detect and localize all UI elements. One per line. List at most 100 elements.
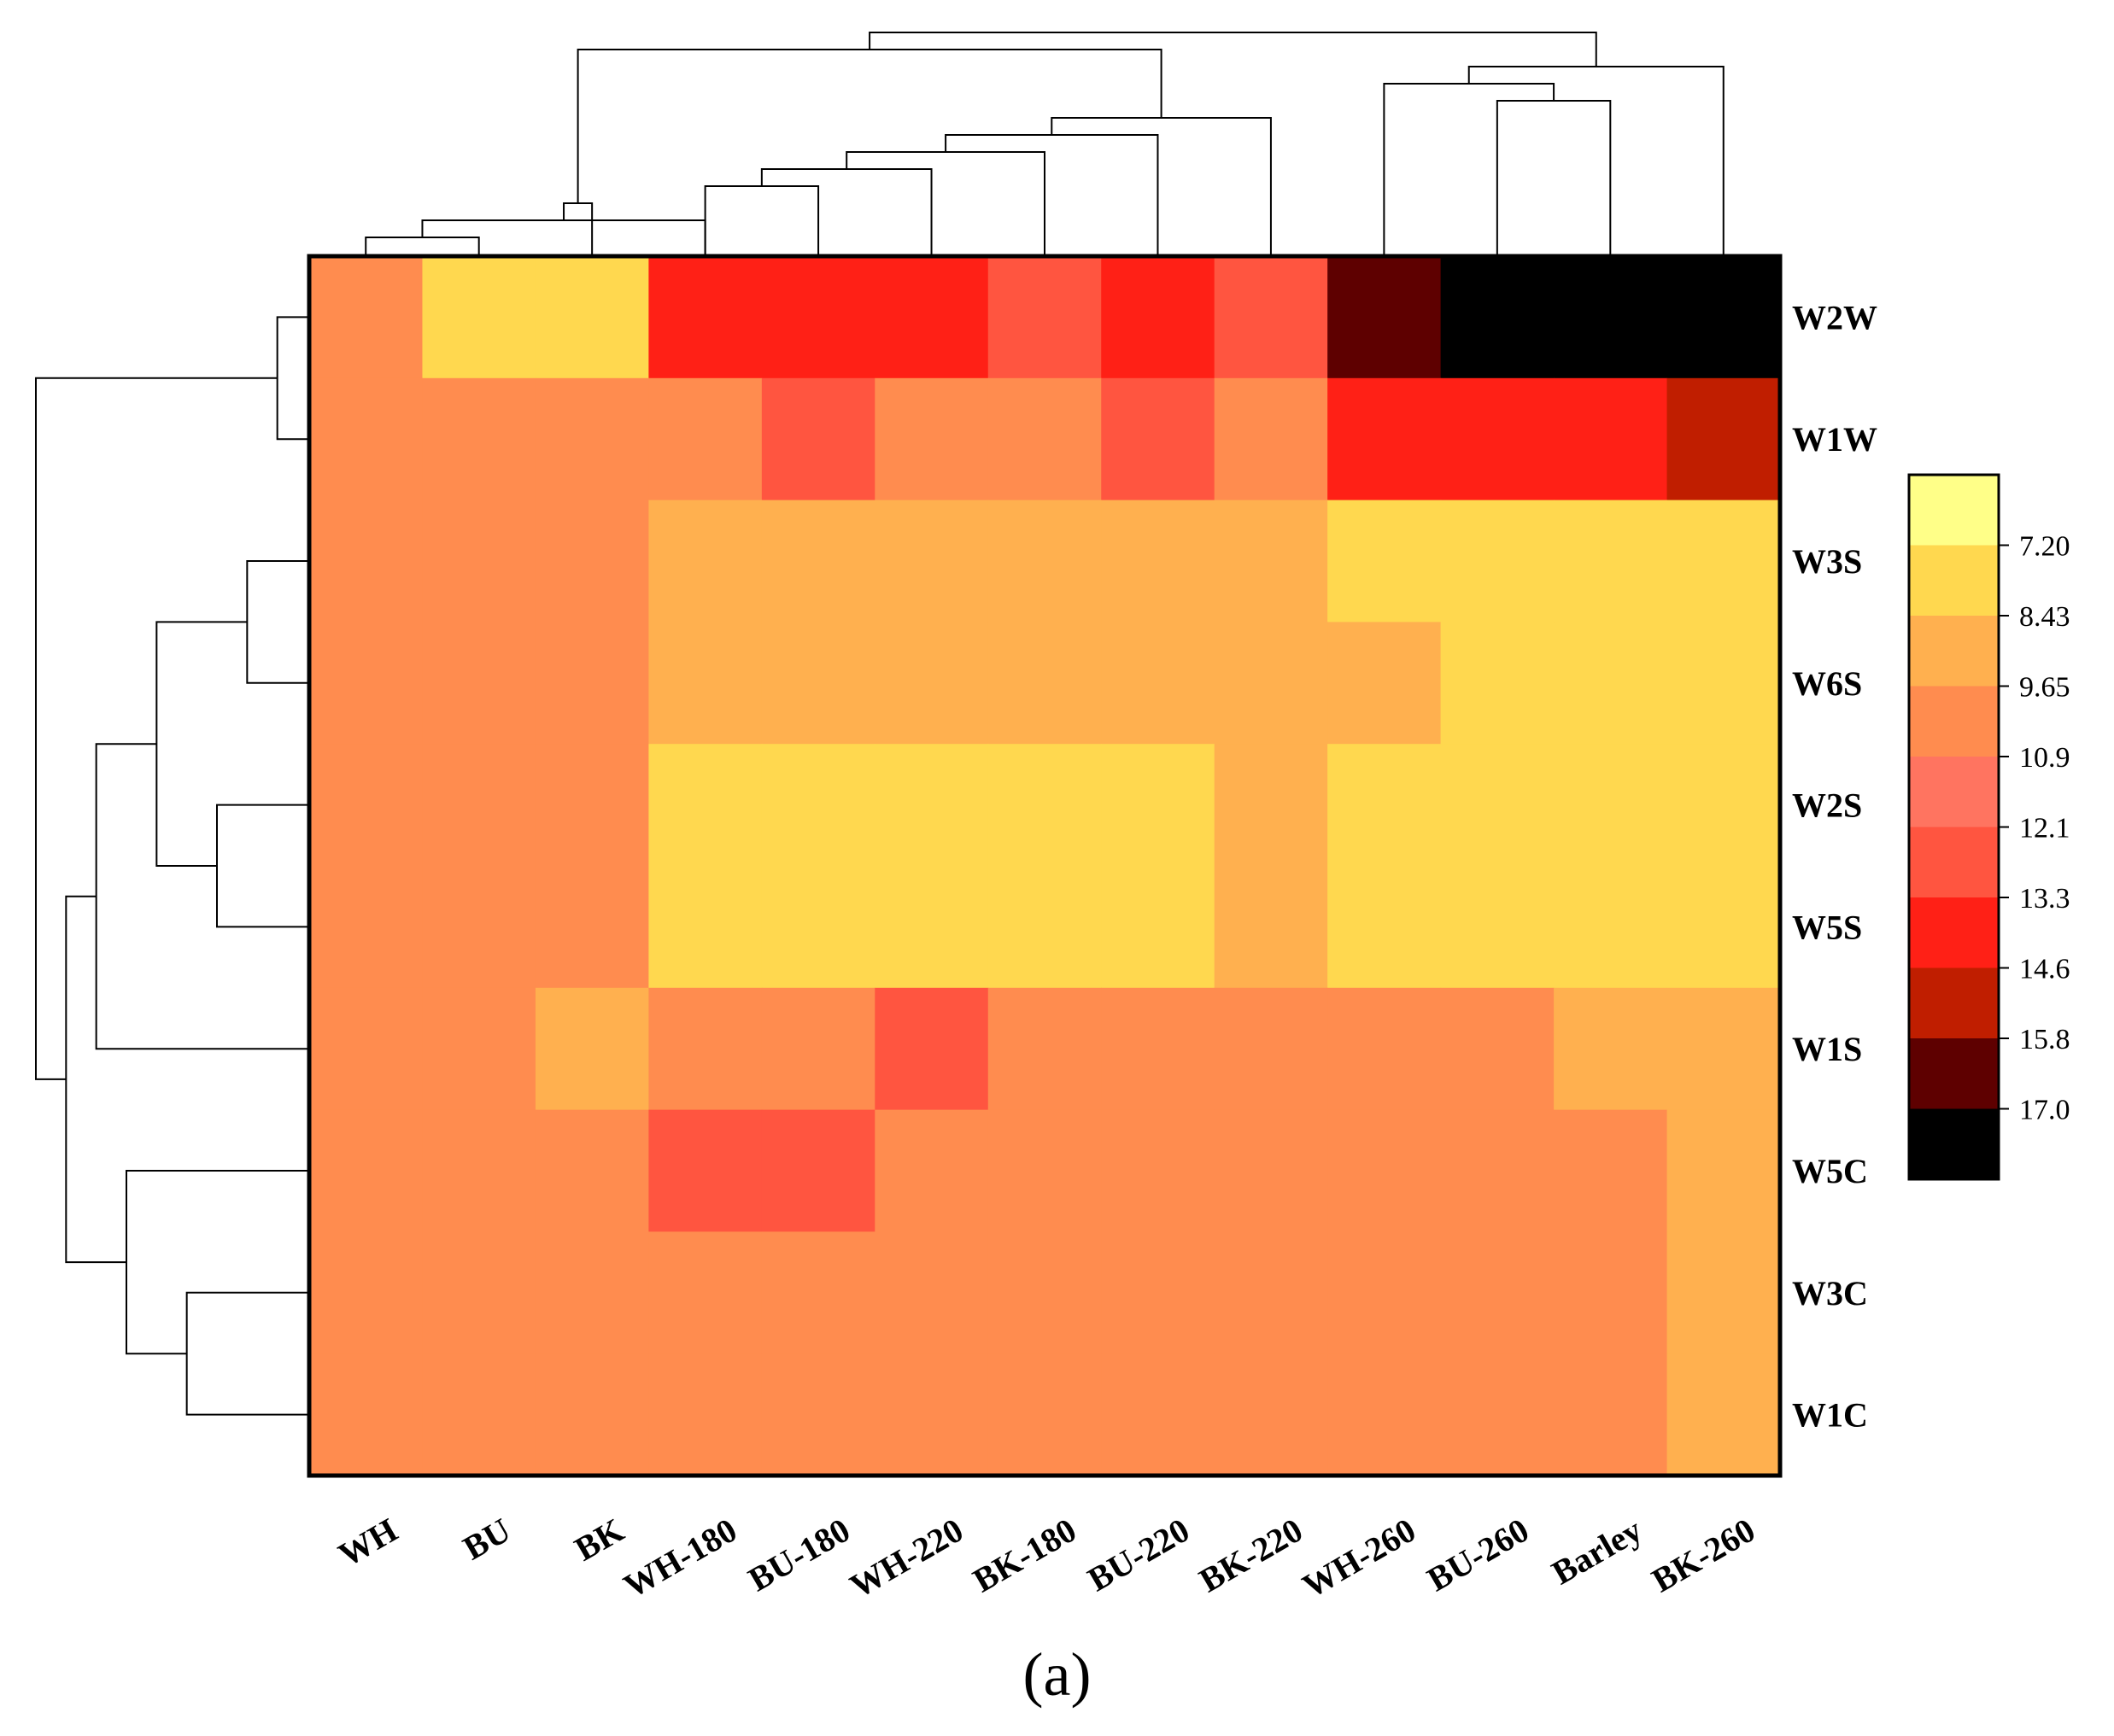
heatmap-cell	[1440, 500, 1555, 623]
dendrogram-link	[1496, 100, 1612, 254]
heatmap-cell	[1554, 377, 1668, 501]
dendrogram-link	[155, 621, 248, 867]
heatmap-cell	[875, 744, 989, 867]
heatmap-cell	[422, 1109, 536, 1232]
heatmap-cell	[309, 866, 424, 989]
heatmap-cell	[761, 1231, 875, 1354]
row-label: W6S	[1792, 664, 1862, 703]
dendrogram-link	[1383, 83, 1555, 254]
colorbar-tick-label: 10.9	[2019, 742, 2070, 774]
heatmap-cell	[761, 500, 875, 623]
heatmap-cell	[309, 1353, 424, 1476]
heatmap-cell	[1101, 500, 1215, 623]
heatmap-cell	[1327, 987, 1442, 1111]
heatmap-cell	[1666, 987, 1781, 1111]
column-label: BK-220	[1192, 1511, 1309, 1600]
dendrogram-link	[126, 1170, 307, 1355]
heatmap-cell	[761, 866, 875, 989]
heatmap-cell	[875, 1353, 989, 1476]
colorbar-tick-label: 15.8	[2019, 1024, 2070, 1055]
column-dendrogram	[365, 32, 1725, 254]
heatmap-cell	[987, 256, 1102, 379]
heatmap-cell	[1327, 377, 1442, 501]
colorbar-swatch	[1909, 1108, 1999, 1180]
heatmap-cell	[875, 622, 989, 745]
colorbar-swatch	[1909, 475, 1999, 547]
column-label: BU-180	[741, 1511, 856, 1599]
heatmap-cell	[1440, 1353, 1555, 1476]
colorbar-swatch	[1909, 897, 1999, 969]
heatmap-cell	[1666, 377, 1781, 501]
dendrogram-link	[1051, 117, 1272, 254]
heatmap-cell	[1440, 256, 1555, 379]
dendrogram-link	[1467, 66, 1725, 254]
heatmap-cell	[1101, 1353, 1215, 1476]
dendrogram-link	[760, 168, 933, 254]
dendrogram-link	[704, 185, 820, 254]
heatmap-cell	[1666, 256, 1781, 379]
heatmap-cell	[1666, 622, 1781, 745]
heatmap-cell	[1554, 744, 1668, 867]
dendrogram-link	[846, 151, 1045, 254]
heatmap-cell	[761, 744, 875, 867]
heatmap-cell	[1101, 987, 1215, 1111]
heatmap-cell	[987, 987, 1102, 1111]
column-label: WH	[332, 1511, 404, 1575]
colorbar-tick-label: 7.20	[2019, 531, 2070, 563]
column-label: BU	[457, 1511, 518, 1568]
heatmap-cell	[535, 866, 649, 989]
colorbar-swatch	[1909, 827, 1999, 898]
colorbar: 7.20 8.43 9.65 10.9 12.1 13.3 14.6 15.8 17.0	[1907, 473, 2070, 1181]
heatmap-cell	[987, 866, 1102, 989]
heatmap-cell	[1554, 500, 1668, 623]
heatmap-cell	[309, 622, 424, 745]
dendrogram-link	[185, 1291, 307, 1416]
heatmap-cell	[987, 377, 1102, 501]
heatmap-cell	[987, 1109, 1102, 1232]
heatmap-cell	[1666, 1231, 1781, 1354]
heatmap-cell	[1327, 622, 1442, 745]
heatmap-cell	[1554, 1231, 1668, 1354]
heatmap-cell	[1666, 500, 1781, 623]
heatmap-cell	[309, 377, 424, 501]
heatmap-cell	[422, 622, 536, 745]
heatmap-cell	[648, 256, 763, 379]
heatmap-cell	[422, 1353, 536, 1476]
heatmap-cell	[422, 500, 536, 623]
column-label: BK-260	[1645, 1511, 1761, 1600]
heatmap-cell	[422, 256, 536, 379]
heatmap-cell	[1101, 622, 1215, 745]
heatmap-cell	[875, 987, 989, 1111]
heatmap-cell	[1214, 1231, 1328, 1354]
column-label: BK-180	[966, 1511, 1082, 1600]
heatmap-cell	[648, 1109, 763, 1232]
heatmap-cell	[1214, 622, 1328, 745]
row-dendrogram	[35, 316, 307, 1416]
heatmap-cell	[987, 1231, 1102, 1354]
heatmap-cell	[1666, 744, 1781, 867]
heatmap-cell	[648, 500, 763, 623]
heatmap-cell	[1214, 256, 1328, 379]
heatmap-cell	[648, 377, 763, 501]
heatmap-cell	[422, 1231, 536, 1354]
column-label: Barley	[1545, 1511, 1648, 1593]
dendrogram-link	[95, 743, 307, 1050]
panel-label: (a)	[1022, 1640, 1092, 1709]
heatmap-cell	[1214, 1353, 1328, 1476]
heatmap-cell	[1440, 987, 1555, 1111]
heatmap-cell	[875, 377, 989, 501]
heatmap-cell	[1554, 1109, 1668, 1232]
dendrogram-link	[35, 377, 278, 1080]
heatmap-cell	[1101, 377, 1215, 501]
row-label: W1W	[1792, 420, 1877, 459]
heatmap-cell	[1666, 1353, 1781, 1476]
heatmap-cell	[761, 377, 875, 501]
heatmap-cell	[1214, 866, 1328, 989]
heatmap-cell	[1554, 866, 1668, 989]
heatmap-cell	[309, 500, 424, 623]
heatmap-cell	[1440, 1231, 1555, 1354]
dendrogram-link	[276, 316, 307, 441]
heatmap-cell	[1327, 1109, 1442, 1232]
heatmap-cell	[648, 1231, 763, 1354]
heatmap-cell	[648, 1353, 763, 1476]
